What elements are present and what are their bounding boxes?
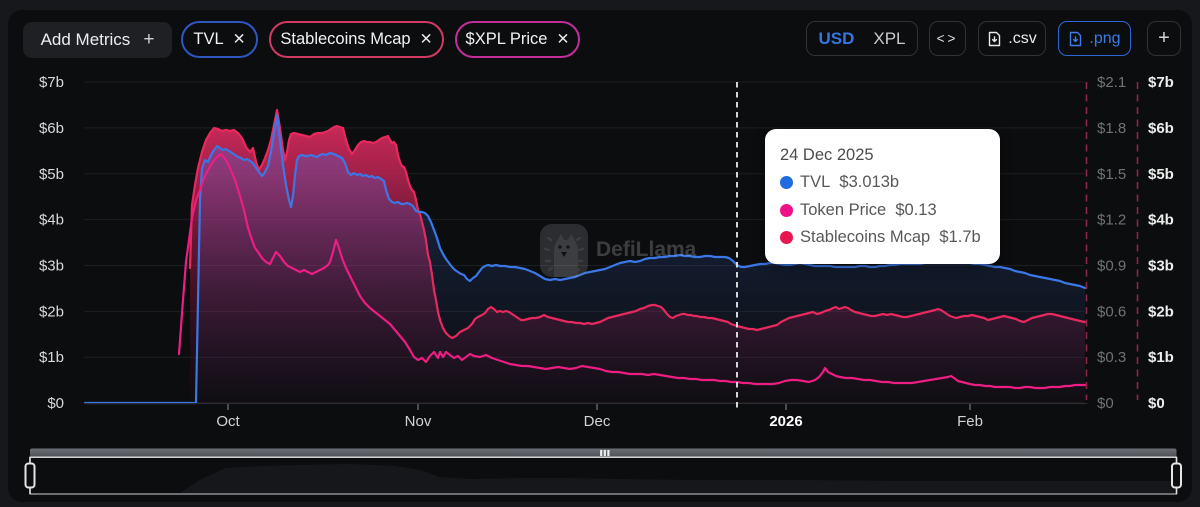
- svg-text:$0.9: $0.9: [1097, 258, 1126, 275]
- svg-text:2026: 2026: [769, 413, 802, 430]
- svg-text:$3b: $3b: [1148, 258, 1174, 275]
- svg-text:$2b: $2b: [39, 303, 64, 320]
- svg-text:Oct: Oct: [216, 413, 240, 430]
- svg-text:$0.3: $0.3: [1097, 349, 1126, 366]
- svg-text:Dec: Dec: [584, 413, 611, 430]
- svg-text:Nov: Nov: [405, 413, 432, 430]
- svg-text:Feb: Feb: [957, 413, 983, 430]
- svg-text:$4b: $4b: [1148, 212, 1174, 229]
- svg-text:$2.1: $2.1: [1097, 74, 1126, 91]
- svg-text:$1.8: $1.8: [1097, 120, 1126, 137]
- svg-text:$6b: $6b: [1148, 120, 1174, 137]
- svg-text:$0: $0: [1097, 395, 1114, 412]
- svg-text:DefiLlama: DefiLlama: [596, 238, 697, 261]
- svg-text:$7b: $7b: [39, 74, 64, 91]
- svg-text:$0: $0: [1148, 395, 1165, 412]
- svg-text:$6b: $6b: [39, 120, 64, 137]
- svg-text:$3b: $3b: [39, 258, 64, 275]
- svg-text:$5b: $5b: [39, 166, 64, 183]
- svg-text:$4b: $4b: [39, 212, 64, 229]
- svg-text:$1b: $1b: [1148, 349, 1174, 366]
- svg-text:$0: $0: [47, 395, 64, 412]
- svg-text:$1.2: $1.2: [1097, 212, 1126, 229]
- svg-text:$2b: $2b: [1148, 303, 1174, 320]
- svg-text:$7b: $7b: [1148, 74, 1174, 91]
- svg-text:$1b: $1b: [39, 349, 64, 366]
- svg-text:$5b: $5b: [1148, 166, 1174, 183]
- svg-text:$0.6: $0.6: [1097, 303, 1126, 320]
- svg-text:$1.5: $1.5: [1097, 166, 1126, 183]
